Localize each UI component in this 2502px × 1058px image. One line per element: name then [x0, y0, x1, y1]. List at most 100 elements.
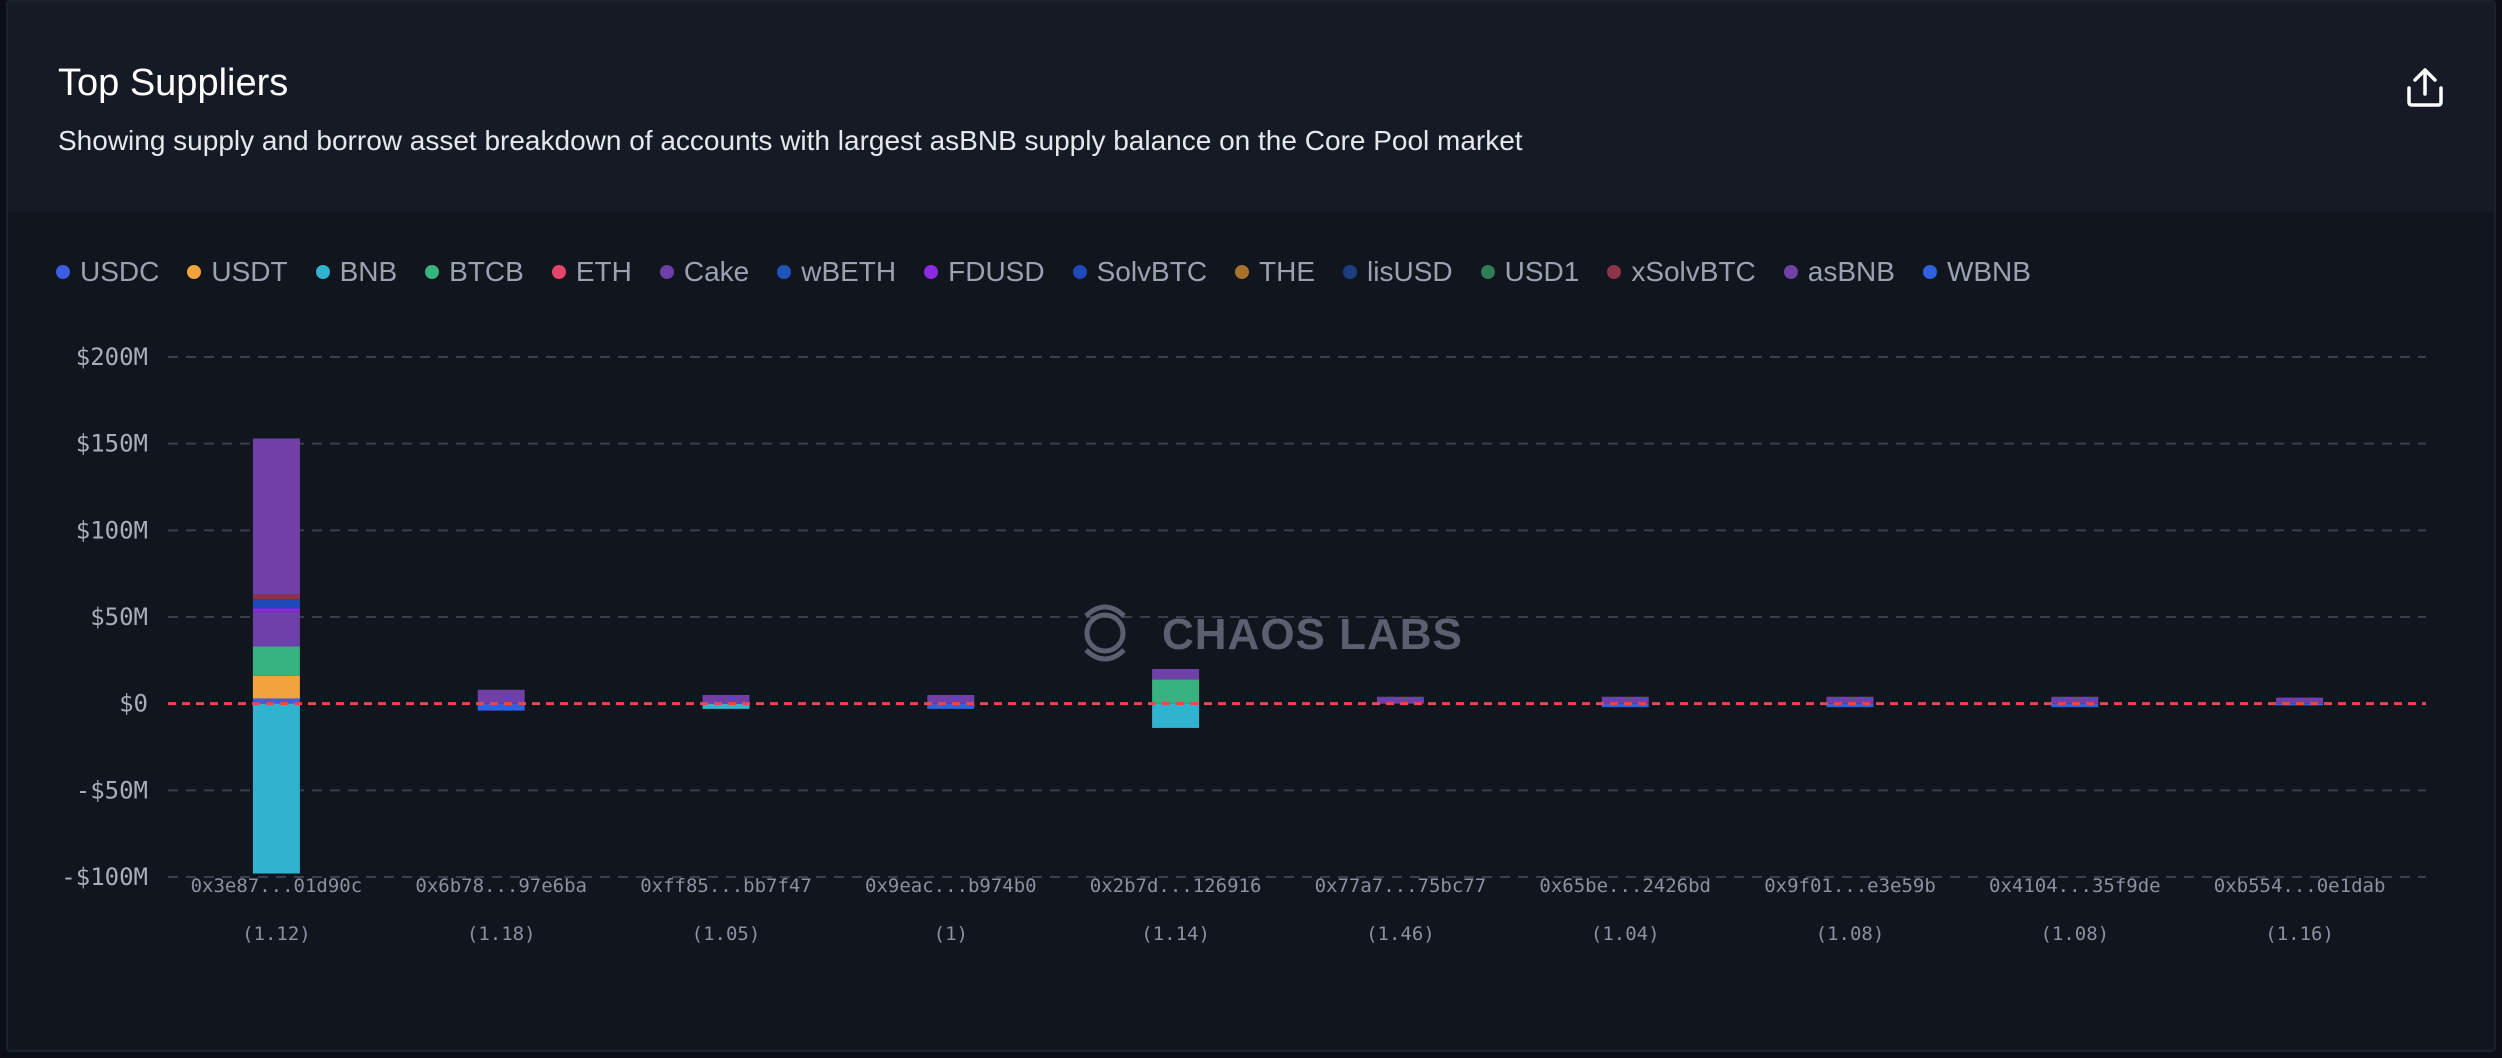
- legend-item-btcb[interactable]: BTCB: [425, 256, 524, 288]
- legend-item-asbnb[interactable]: asBNB: [1783, 256, 1895, 288]
- bar-segment-asbnb: [252, 438, 300, 595]
- bar-segment-btcb: [1152, 679, 1200, 704]
- legend-dot: [1072, 265, 1087, 279]
- health-factor-label: (1.08): [2040, 923, 2109, 945]
- legend-item-xsolvbtc[interactable]: xSolvBTC: [1607, 256, 1756, 288]
- legend-dot: [924, 265, 939, 279]
- bar-segment-wbnb: [2051, 703, 2099, 708]
- bar-segment-usdt: [252, 675, 300, 699]
- legend-dot: [1783, 265, 1798, 279]
- y-tick-label: -$100M: [61, 863, 148, 891]
- health-factor-label: (1.46): [1366, 923, 1435, 945]
- top-suppliers-card: Top Suppliers Showing supply and borrow …: [6, 0, 2496, 1052]
- bar-segment-bnb: [702, 703, 750, 709]
- x-tick-label: 0x4104...35f9de: [1989, 875, 2161, 897]
- bar-segment-bnb: [252, 703, 300, 874]
- legend-label: WBNB: [1946, 256, 2031, 287]
- bar-segment-asbnb: [1826, 696, 1874, 704]
- card-header: Top Suppliers Showing supply and borrow …: [8, 2, 2494, 212]
- legend-label: BNB: [339, 256, 398, 287]
- legend-item-fdusd[interactable]: FDUSD: [924, 256, 1045, 288]
- legend-item-lisusd[interactable]: lisUSD: [1343, 256, 1453, 288]
- bar-segment-fdusd: [252, 608, 300, 612]
- bar-segment-wbnb: [1601, 703, 1649, 708]
- legend-item-usdt[interactable]: USDT: [187, 256, 288, 288]
- legend-dot: [551, 265, 566, 279]
- legend-label: SolvBTC: [1096, 256, 1208, 287]
- bar-segment-asbnb: [477, 689, 525, 704]
- legend-item-the[interactable]: THE: [1235, 256, 1315, 288]
- x-tick-label: 0xb554...0e1dab: [2214, 875, 2386, 897]
- chart-area: USDC USDT BNB BTCB ETH Cake wBETH FDUSD SolvBTC T…: [8, 212, 2494, 1050]
- watermark-text: CHAOS LABS: [1162, 610, 1463, 659]
- bar-segment-asbnb: [2276, 697, 2324, 704]
- legend-dot: [1235, 265, 1250, 279]
- health-factor-label: (1.18): [467, 923, 536, 945]
- bar-segment-solvbtc: [252, 599, 300, 609]
- stacked-bar-chart: CHAOS LABS $200M $150M $100M $50M $0 -$50M -$1…: [61, 343, 2426, 945]
- bar-segment-bnb: [1152, 703, 1200, 728]
- x-tick-label: 0x6b78...97e6ba: [415, 875, 587, 897]
- bar-segment-asbnb: [1376, 696, 1424, 704]
- legend-item-wbnb[interactable]: WBNB: [1922, 256, 2031, 288]
- share-upload-icon[interactable]: [2402, 64, 2448, 110]
- legend-item-solvbtc[interactable]: SolvBTC: [1072, 256, 1208, 288]
- y-tick-label: -$50M: [76, 776, 148, 804]
- legend-item-usdc[interactable]: USDC: [56, 256, 159, 288]
- legend-item-wbeth[interactable]: wBETH: [777, 256, 896, 288]
- bar-segment-wbnb: [477, 703, 525, 711]
- legend-item-usd1[interactable]: USD1: [1480, 256, 1580, 288]
- legend-dot: [1922, 265, 1937, 279]
- health-factor-label: (1.04): [1591, 923, 1660, 945]
- legend-label: USDC: [80, 256, 160, 287]
- legend-label: BTCB: [449, 256, 524, 287]
- y-tick-label: $150M: [76, 430, 148, 458]
- x-tick-label: 0x65be...2426bd: [1539, 875, 1711, 897]
- legend-label: USDT: [211, 256, 288, 287]
- y-tick-label: $100M: [76, 516, 148, 544]
- y-tick-label: $50M: [90, 603, 148, 631]
- health-factor-label: (1.05): [692, 923, 761, 945]
- x-tick-label: 0x77a7...75bc77: [1315, 875, 1487, 897]
- legend-dot: [56, 265, 70, 279]
- legend-item-cake[interactable]: Cake: [659, 256, 750, 288]
- legend-dot: [1343, 265, 1358, 279]
- legend-item-bnb[interactable]: BNB: [315, 256, 398, 288]
- bar-segment-asbnb: [1601, 696, 1649, 704]
- legend-dot: [187, 265, 202, 279]
- bars: [252, 438, 2324, 874]
- bar-segment-wbnb: [1826, 703, 1874, 708]
- page-title: Top Suppliers: [58, 62, 289, 104]
- x-tick-label: 0x9eac...b974b0: [865, 875, 1037, 897]
- legend-label: ETH: [575, 256, 632, 287]
- legend-label: USD1: [1504, 256, 1580, 287]
- x-tick-label: 0xff85...bb7f47: [640, 875, 812, 897]
- page-subtitle: Showing supply and borrow asset breakdow…: [58, 125, 1523, 156]
- bar-segment-usdc: [252, 698, 300, 704]
- legend-item-eth[interactable]: ETH: [551, 256, 632, 288]
- chaos-labs-watermark: CHAOS LABS: [1084, 604, 1463, 662]
- legend-dot: [1480, 265, 1495, 279]
- bar-segment-btcb: [252, 646, 300, 676]
- chart-legend: USDC USDT BNB BTCB ETH Cake wBETH FDUSD SolvBTC T…: [56, 256, 2031, 288]
- health-factor-label: (1.14): [1141, 923, 1210, 945]
- health-factor-label: (1.12): [242, 923, 311, 945]
- x-tick-label: 0x9f01...e3e59b: [1764, 875, 1936, 897]
- legend-dot: [315, 265, 330, 279]
- y-tick-label: $0: [119, 690, 148, 718]
- legend-label: THE: [1259, 256, 1316, 287]
- grid-lines: [168, 356, 2426, 878]
- legend-label: Cake: [683, 256, 750, 287]
- bar-segment-cake: [252, 611, 300, 647]
- health-factor-label: (1.08): [1816, 923, 1885, 945]
- legend-label: asBNB: [1807, 256, 1895, 287]
- legend-label: xSolvBTC: [1631, 256, 1756, 287]
- health-factor-label: (1): [934, 923, 968, 945]
- legend-label: wBETH: [801, 256, 897, 287]
- bar-segment-asbnb: [927, 695, 975, 704]
- legend-dot: [659, 265, 674, 279]
- y-tick-label: $200M: [76, 343, 148, 371]
- x-tick-label: 0x3e87...01d90c: [191, 875, 363, 897]
- bar-segment-asbnb: [2051, 696, 2099, 704]
- legend-dot: [425, 265, 440, 279]
